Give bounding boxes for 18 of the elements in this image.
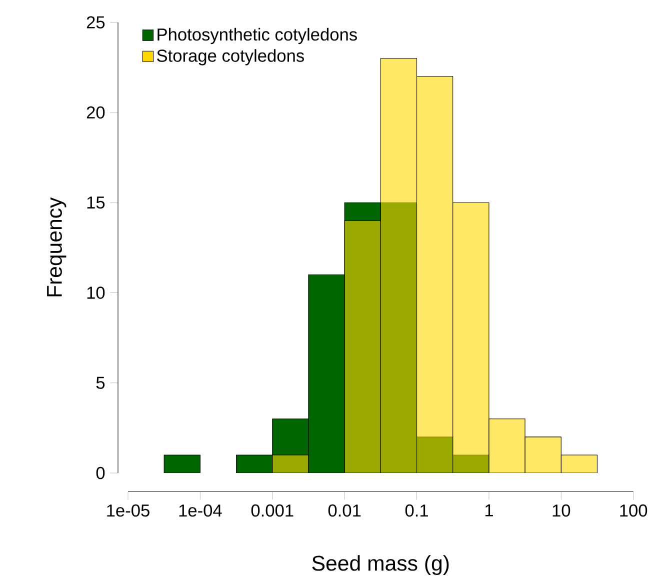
- y-tick-label: 0: [96, 466, 105, 480]
- legend-label: Storage cotyledons: [157, 49, 304, 66]
- x-tick-label: 0.01: [328, 504, 361, 517]
- x-tick-label: 0.1: [405, 504, 428, 517]
- x-tick-label: 10: [552, 504, 570, 517]
- y-axis-title: Frequency: [47, 197, 66, 296]
- x-tick-label: 1: [485, 504, 493, 516]
- x-tick-label: 1e-04: [179, 504, 222, 517]
- y-tick-label: 5: [96, 376, 105, 389]
- x-axis-title: Seed mass (g): [312, 555, 449, 576]
- y-tick-label: 20: [86, 106, 105, 119]
- x-tick-label: 1e-05: [107, 504, 150, 517]
- y-tick-label: 15: [87, 196, 105, 209]
- x-tick-label: 0.001: [251, 504, 294, 517]
- y-tick-label: 10: [87, 286, 105, 299]
- legend-label: Photosynthetic cotyledons: [158, 28, 357, 44]
- x-tick-label: 100: [620, 504, 648, 517]
- y-tick-label: 25: [86, 16, 105, 28]
